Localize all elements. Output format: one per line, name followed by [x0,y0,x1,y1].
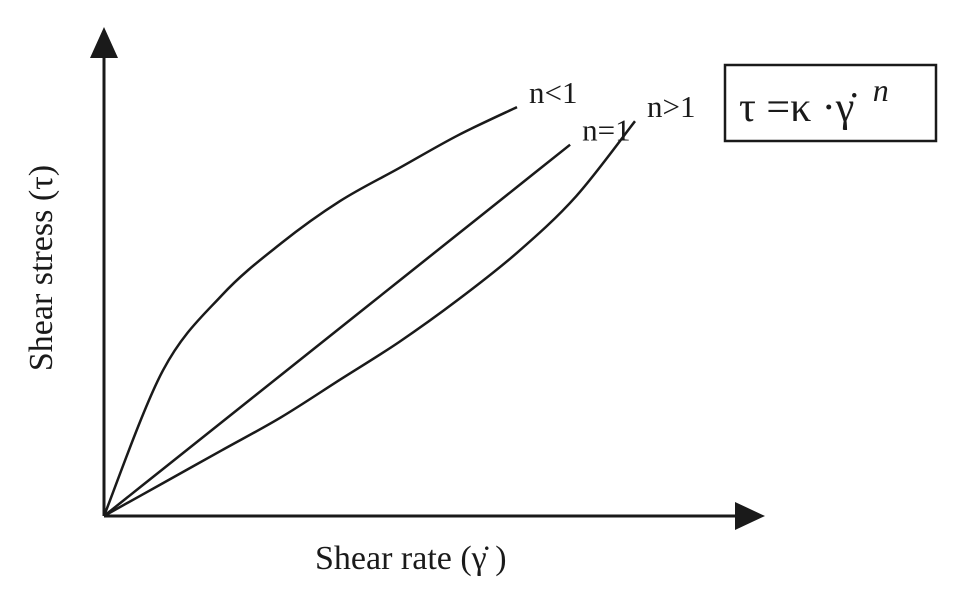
power-law-formula: τ =κ ·γ̇ n [739,72,889,131]
series-line-1 [102,105,518,517]
formula-box: τ =κ ·γ̇ n [723,63,938,143]
series-label-2: n=1 [582,113,630,148]
series-label-1: n<1 [529,75,577,110]
y-axis-arrow [90,27,118,58]
axes [90,27,765,530]
series-line-2 [103,143,571,517]
series-line-3 [103,120,636,518]
formula-main: τ =κ ·γ̇ [739,85,857,131]
y-axis-label: Shear stress (τ) [23,165,60,371]
formula-box-border [723,63,938,143]
x-axis-arrow [735,502,765,530]
formula-exponent: n [873,72,889,108]
x-axis-label: Shear rate (γ̇ ) [315,540,507,577]
series-label-3: n>1 [647,89,695,124]
series-labels: n<1n=1 n>1 [529,75,695,148]
curves [102,105,636,518]
